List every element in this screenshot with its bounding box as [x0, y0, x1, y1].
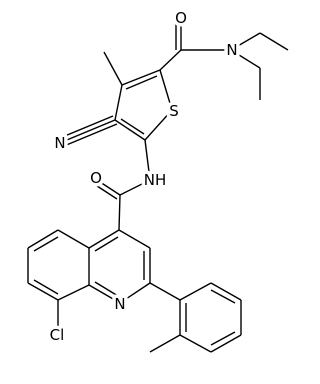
atom-label: N	[226, 41, 237, 59]
atom-label: S	[169, 102, 179, 120]
atom-label: O	[90, 169, 102, 187]
atom-label: NH	[144, 171, 167, 189]
atom-labels: O N S N NH O N Cl	[46, 6, 241, 348]
atom-label: Cl	[50, 326, 65, 344]
atom-label: O	[175, 9, 187, 27]
molecule-diagram: O N S N NH O N Cl	[27, 6, 289, 353]
atom-label: N	[54, 134, 65, 152]
atom-label: N	[114, 295, 125, 313]
bonds	[27, 20, 289, 353]
